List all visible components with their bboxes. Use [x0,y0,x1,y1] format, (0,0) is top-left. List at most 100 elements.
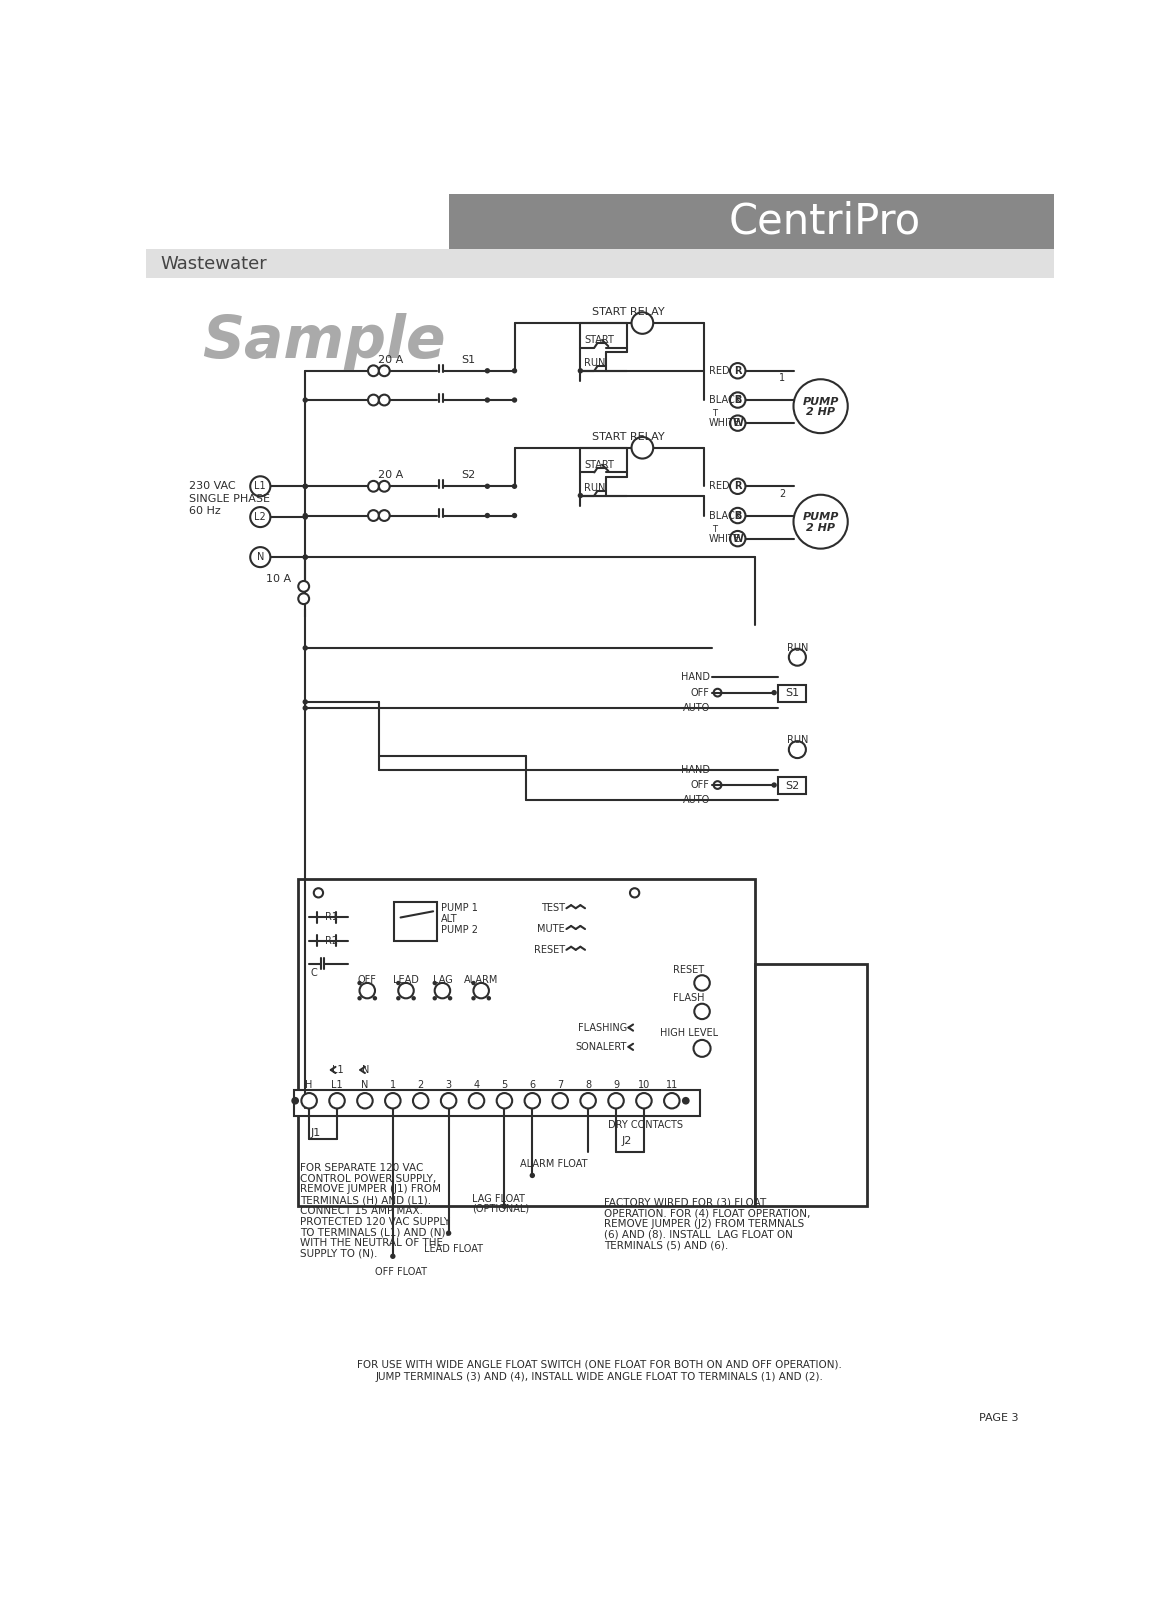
Text: HAND: HAND [680,765,710,775]
Circle shape [473,983,489,999]
Circle shape [368,395,379,405]
Circle shape [694,975,710,991]
Circle shape [292,1098,299,1104]
Circle shape [302,513,308,518]
Text: DRY CONTACTS: DRY CONTACTS [608,1120,683,1130]
Circle shape [501,1204,507,1209]
Circle shape [302,646,308,650]
Circle shape [497,1093,512,1109]
Text: START: START [584,460,614,470]
Circle shape [794,379,848,433]
Circle shape [302,555,308,560]
Circle shape [730,479,746,494]
Circle shape [485,513,491,518]
Text: 20 A: 20 A [378,355,403,365]
Text: T: T [712,525,717,534]
Text: MUTE: MUTE [537,925,564,935]
Circle shape [379,395,390,405]
Circle shape [485,484,491,489]
Text: 10 A: 10 A [267,573,292,584]
Text: L1: L1 [333,1065,344,1075]
Text: FLASHING: FLASHING [577,1023,626,1033]
Bar [395,902,437,941]
Circle shape [379,510,390,521]
Text: HIGH LEVEL: HIGH LEVEL [659,1028,718,1038]
Text: OFF: OFF [691,688,710,697]
Circle shape [413,1093,429,1109]
Bar [146,249,1054,278]
Text: JUMP TERMINALS (3) AND (4), INSTALL WIDE ANGLE FLOAT TO TERMINALS (1) AND (2).: JUMP TERMINALS (3) AND (4), INSTALL WIDE… [376,1372,823,1382]
Circle shape [398,983,413,999]
Text: FOR SEPARATE 120 VAC: FOR SEPARATE 120 VAC [300,1162,423,1173]
Bar [778,778,806,794]
Text: S2: S2 [461,471,475,481]
Bar [778,684,806,702]
Circle shape [608,1093,624,1109]
Text: 60 Hz: 60 Hz [189,505,221,516]
Circle shape [301,1093,317,1109]
Text: CONNECT 15 AMP MAX.: CONNECT 15 AMP MAX. [300,1206,423,1215]
Text: RUN: RUN [584,358,605,368]
Circle shape [251,476,271,495]
Circle shape [302,699,308,705]
Circle shape [468,1093,485,1109]
Text: OFF: OFF [358,975,377,985]
Circle shape [390,1254,396,1259]
Text: ALT: ALT [440,914,458,925]
Text: LEAD FLOAT: LEAD FLOAT [424,1243,482,1254]
Circle shape [487,997,489,999]
Text: LEAD: LEAD [393,975,419,985]
Circle shape [730,415,746,431]
Text: N: N [361,1080,369,1091]
Circle shape [730,508,746,523]
Circle shape [251,507,271,528]
Text: TERMINALS (H) AND (L1).: TERMINALS (H) AND (L1). [300,1194,431,1206]
Circle shape [302,484,308,489]
Circle shape [472,981,474,985]
Circle shape [512,397,518,404]
Text: 230 VAC: 230 VAC [189,481,235,491]
Circle shape [525,1093,540,1109]
Text: S1: S1 [785,689,799,699]
Circle shape [448,997,451,999]
Text: W: W [732,534,744,544]
Text: 2 HP: 2 HP [806,523,835,533]
Text: S2: S2 [785,781,799,791]
Circle shape [789,649,806,665]
Circle shape [577,368,583,373]
Text: 7: 7 [557,1080,563,1091]
Circle shape [553,1093,568,1109]
Text: 6: 6 [529,1080,535,1091]
Circle shape [636,1093,652,1109]
Circle shape [577,492,583,499]
Circle shape [631,437,653,458]
Text: 20 A: 20 A [378,471,403,481]
Text: WHITE: WHITE [708,418,741,428]
Text: L2: L2 [254,512,266,521]
Circle shape [664,1093,679,1109]
Text: 3: 3 [445,1080,452,1091]
Circle shape [693,1039,711,1057]
Circle shape [485,397,491,404]
Text: OPERATION. FOR (4) FLOAT OPERATION,: OPERATION. FOR (4) FLOAT OPERATION, [603,1209,810,1219]
Circle shape [772,783,776,788]
Circle shape [368,510,379,521]
Circle shape [397,981,399,985]
Text: 9: 9 [612,1080,619,1091]
Text: 11: 11 [665,1080,678,1091]
Circle shape [512,484,518,489]
Text: BLACK: BLACK [708,395,741,405]
Text: J1: J1 [310,1128,321,1138]
Text: 2: 2 [779,489,785,499]
Text: START RELAY: START RELAY [593,433,665,442]
Text: REMOVE JUMPER (J2) FROM TERMNALS: REMOVE JUMPER (J2) FROM TERMNALS [603,1219,803,1228]
Bar [448,194,1054,249]
Circle shape [581,1093,596,1109]
Circle shape [412,997,415,999]
Text: TO TERMINALS (L1) AND (N).: TO TERMINALS (L1) AND (N). [300,1227,448,1238]
Text: 1: 1 [390,1080,396,1091]
Circle shape [302,705,308,710]
Circle shape [374,997,376,999]
Circle shape [368,365,379,376]
Circle shape [529,1173,535,1178]
